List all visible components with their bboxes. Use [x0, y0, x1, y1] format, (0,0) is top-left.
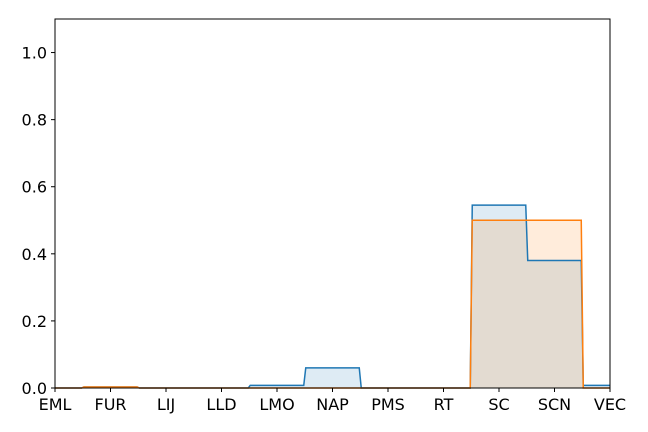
x-tick-label: LIJ — [157, 395, 175, 414]
y-tick-label: 0.8 — [22, 111, 47, 130]
x-tick-label: VEC — [594, 395, 626, 414]
y-tick-label: 0.0 — [22, 379, 47, 398]
x-tick-label: RT — [434, 395, 454, 414]
y-axis: 0.0 0.2 0.4 0.6 0.8 1.0 — [22, 44, 55, 398]
y-tick-label: 1.0 — [22, 44, 47, 63]
y-tick-label: 0.2 — [22, 312, 47, 331]
x-tick-label: PMS — [371, 395, 405, 414]
x-tick-label: SC — [488, 395, 509, 414]
x-tick-label: EML — [39, 395, 72, 414]
x-tick-label: LLD — [206, 395, 236, 414]
x-tick-label: NAP — [316, 395, 349, 414]
y-tick-label: 0.4 — [22, 245, 47, 264]
x-axis: EML FUR LIJ LLD LMO NAP PMS RT SC SCN VEC — [39, 388, 626, 414]
x-tick-label: LMO — [259, 395, 294, 414]
x-tick-label: FUR — [94, 395, 126, 414]
x-tick-label: SCN — [538, 395, 571, 414]
y-tick-label: 0.6 — [22, 178, 47, 197]
